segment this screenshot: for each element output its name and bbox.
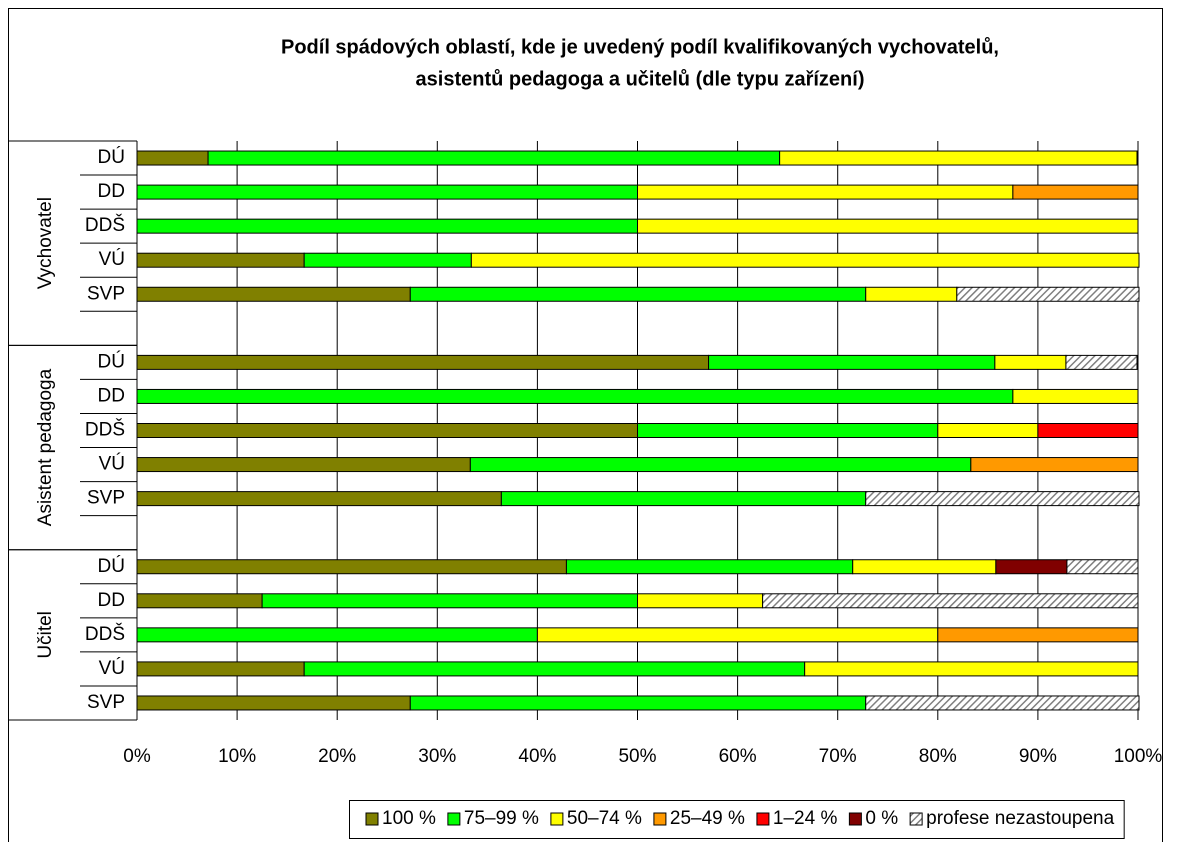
bar-segment xyxy=(865,491,1140,507)
bar-segment xyxy=(1065,354,1138,370)
bar-segment xyxy=(136,423,638,438)
bar-segment xyxy=(303,252,472,268)
y-tick-label: DDŠ xyxy=(85,214,125,236)
y-tick-label: DDŠ xyxy=(85,419,125,441)
bar-segment xyxy=(637,593,764,609)
y-tick-label: DD xyxy=(98,385,125,406)
bar-segment xyxy=(804,661,1139,677)
bar-segment xyxy=(937,423,1039,438)
group-label: Učitel xyxy=(35,611,56,659)
bar-segment xyxy=(708,354,996,370)
legend-swatch xyxy=(550,812,564,826)
bar-segment xyxy=(136,218,638,234)
bar-segment xyxy=(995,559,1068,575)
bar-segment xyxy=(1012,388,1139,404)
legend-label: 75–99 % xyxy=(464,808,539,829)
bar-segment xyxy=(994,354,1067,370)
bar-segment xyxy=(136,661,305,677)
bar-segment xyxy=(852,559,997,575)
legend-label: 0 % xyxy=(865,808,898,829)
legend-label: profese nezastoupena xyxy=(926,808,1114,829)
bar-segment xyxy=(136,252,305,268)
bar-segment xyxy=(1012,184,1139,200)
bar-segment xyxy=(536,627,939,643)
legend-label: 100 % xyxy=(382,808,436,829)
group-label: Asistent pedagoga xyxy=(35,368,56,526)
legend-label: 1–24 % xyxy=(773,808,838,829)
bar-segment xyxy=(637,423,939,438)
bar-segment xyxy=(136,286,411,302)
legend-swatch xyxy=(848,812,862,826)
chart-title: asistentů pedagoga a učitelů (dle typu z… xyxy=(416,68,865,90)
legend-swatch xyxy=(909,812,923,826)
x-tick-label: 40% xyxy=(518,746,556,767)
y-tick-label: VÚ xyxy=(99,453,125,475)
bar-segment xyxy=(136,627,538,643)
bar-segment xyxy=(207,150,781,166)
bar-segment xyxy=(136,491,502,507)
x-tick-label: 90% xyxy=(1019,746,1057,767)
legend-box xyxy=(349,800,1125,839)
bar-segment xyxy=(469,457,972,473)
legend-swatch xyxy=(365,812,379,826)
bar-segment xyxy=(136,150,209,166)
x-tick-label: 20% xyxy=(318,746,356,767)
x-tick-label: 60% xyxy=(719,746,757,767)
bar-segment xyxy=(136,184,638,200)
legend-label: 50–74 % xyxy=(567,808,642,829)
y-tick-label: DD xyxy=(98,590,125,611)
bar-segment xyxy=(409,286,867,302)
y-tick-label: VÚ xyxy=(99,248,125,270)
legend-swatch xyxy=(756,812,770,826)
x-tick-label: 0% xyxy=(123,746,151,767)
bar-segment xyxy=(779,150,1138,166)
bar-segment xyxy=(1066,559,1139,575)
bar-segment xyxy=(136,388,1014,404)
bar-segment xyxy=(565,559,854,575)
y-tick-label: DÚ xyxy=(98,350,125,372)
legend-swatch xyxy=(447,812,461,826)
chart-title: Podíl spádových oblastí, kde je uvedený … xyxy=(281,36,999,58)
legend-label: 25–49 % xyxy=(670,808,745,829)
bar-segment xyxy=(956,286,1140,302)
x-tick-label: 10% xyxy=(218,746,256,767)
bar-segment xyxy=(500,491,867,507)
x-tick-label: 70% xyxy=(819,746,857,767)
bar-segment xyxy=(409,695,867,711)
x-tick-label: 50% xyxy=(618,746,656,767)
x-tick-label: 100% xyxy=(1114,746,1163,767)
bar-segment xyxy=(303,661,806,677)
bar-segment xyxy=(136,593,263,609)
y-tick-label: SVP xyxy=(87,692,125,713)
legend-swatch xyxy=(653,812,667,826)
bar-segment xyxy=(970,457,1139,473)
bar-segment xyxy=(937,627,1139,643)
y-tick-label: DD xyxy=(98,181,125,202)
bar-segment xyxy=(637,218,1139,234)
y-tick-label: SVP xyxy=(87,283,125,304)
bar-segment xyxy=(136,695,411,711)
bar-segment xyxy=(762,593,1139,609)
bar-segment xyxy=(261,593,638,609)
bar-segment xyxy=(136,457,471,473)
bar-segment xyxy=(865,286,958,302)
bar-segment xyxy=(637,184,1014,200)
bar-segment xyxy=(470,252,1140,268)
x-tick-label: 30% xyxy=(418,746,456,767)
y-tick-label: DÚ xyxy=(98,555,125,577)
bar-segment xyxy=(1037,423,1139,438)
y-tick-label: SVP xyxy=(87,488,125,509)
x-tick-label: 80% xyxy=(919,746,957,767)
y-tick-label: DÚ xyxy=(98,146,125,168)
bar-segment xyxy=(136,354,710,370)
group-label: Vychovatel xyxy=(35,197,56,289)
y-tick-label: VÚ xyxy=(99,657,125,679)
bar-segment xyxy=(136,559,567,575)
y-tick-label: DDŠ xyxy=(85,623,125,645)
bar-segment xyxy=(865,695,1140,711)
